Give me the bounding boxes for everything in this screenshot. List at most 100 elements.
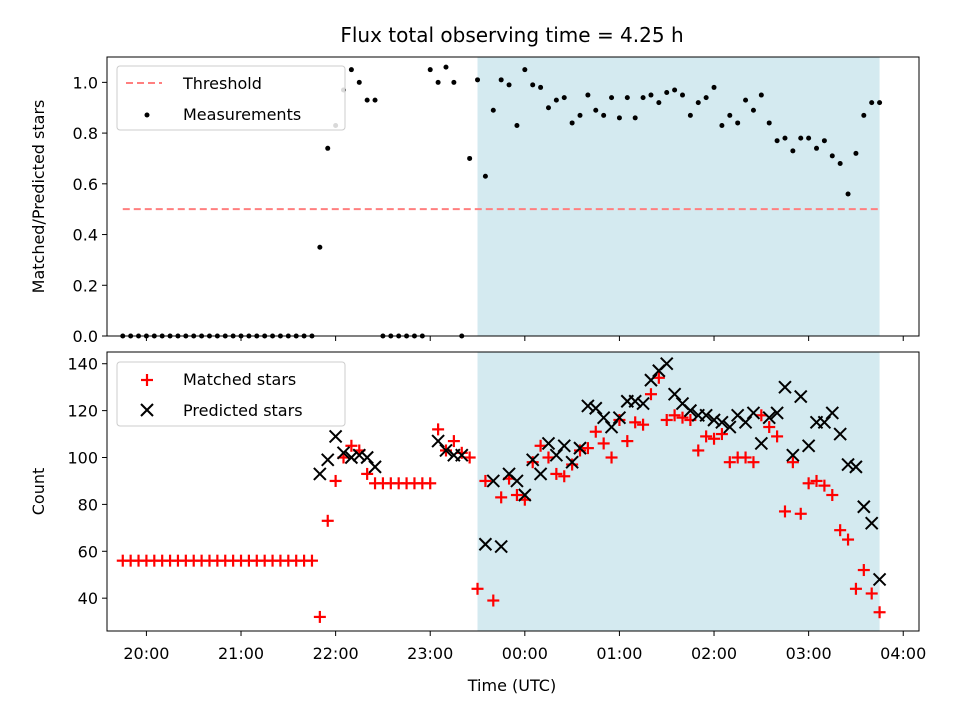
predicted-point [770, 406, 784, 420]
predicted-point [360, 450, 374, 465]
predicted-point [849, 460, 863, 474]
matched-point [692, 444, 705, 457]
predicted-point [589, 401, 603, 415]
predicted-point [707, 413, 721, 427]
measurement-point [482, 173, 488, 179]
predicted-point [628, 394, 642, 408]
measurement-point [530, 82, 536, 88]
legend-measurements-swatch [144, 112, 150, 118]
predicted-point [612, 410, 627, 425]
measurement-point [467, 155, 473, 161]
measurement-point [498, 77, 504, 83]
measurement-point [577, 112, 583, 118]
matched-point [605, 451, 618, 464]
predicted-point [455, 448, 469, 462]
predicted-point [786, 448, 800, 462]
y-tick-label: 40 [78, 589, 98, 608]
measurement-point [632, 115, 638, 121]
measurement-point [545, 105, 551, 111]
measurement-point [348, 67, 354, 73]
predicted-point [439, 443, 453, 458]
matched-point [660, 413, 673, 426]
predicted-point [715, 415, 729, 430]
x-tick-label: 00:00 [502, 644, 548, 663]
measurement-point [814, 145, 820, 151]
matched-point [834, 524, 847, 537]
bottom-panel-legend-box [116, 361, 346, 427]
predicted-point [841, 457, 855, 472]
matched-point [802, 477, 815, 490]
measurement-point [861, 112, 867, 118]
matched-point [542, 451, 555, 464]
matched-point [510, 489, 523, 502]
predicted-point [778, 380, 792, 394]
matched-point [747, 456, 760, 469]
measurement-point [758, 92, 764, 98]
measurement-point [727, 112, 733, 118]
predicted-point [604, 420, 619, 434]
measurement-point [735, 120, 741, 126]
measurement-point [750, 107, 756, 113]
matched-point [739, 451, 752, 464]
top-panel-legend-box [116, 65, 346, 131]
y-tick-label: 140 [67, 355, 98, 374]
measurement-point [798, 135, 804, 141]
y-tick-label: 1.0 [73, 73, 98, 92]
measurement-point [364, 97, 370, 103]
predicted-point [565, 455, 579, 469]
matched-point [550, 467, 563, 480]
matched-point [526, 456, 539, 469]
matched-point [329, 474, 342, 487]
predicted-point [699, 408, 713, 423]
matched-point [455, 446, 468, 459]
top-panel-frame [106, 56, 920, 337]
matched-point [534, 439, 547, 452]
matched-point [305, 554, 318, 567]
measurement-point [664, 90, 670, 96]
predicted-point [549, 448, 564, 462]
matched-point [652, 371, 665, 384]
predicted-point [801, 439, 816, 453]
measurement-point [679, 92, 685, 98]
legend-measurements-label: Measurements [183, 105, 301, 124]
legend-threshold-label: Threshold [182, 74, 262, 93]
series-x [313, 357, 887, 587]
predicted-point [683, 403, 698, 418]
legend-matched-label: Matched stars [183, 370, 296, 389]
bottom-panel-legend: Matched stars Predicted stars [116, 361, 346, 427]
matched-point [826, 489, 839, 502]
measurement-point [435, 79, 441, 85]
matched-point [447, 435, 460, 448]
predicted-point [573, 441, 587, 455]
predicted-point [526, 453, 540, 467]
matched-point [597, 437, 610, 450]
matched-point [810, 474, 823, 487]
measurement-point [609, 95, 615, 101]
top-panel-legend: Threshold Measurements [116, 65, 346, 131]
predicted-point [344, 450, 359, 465]
measurement-point [806, 135, 812, 141]
measurement-point [845, 191, 851, 197]
measurement-point [490, 107, 496, 113]
series-dot [120, 64, 883, 339]
predicted-point [825, 406, 839, 420]
matched-point [849, 582, 862, 595]
y-tick-label: 60 [78, 542, 98, 561]
matched-point [842, 533, 855, 546]
x-tick-label: 04:00 [880, 644, 926, 663]
measurement-point [656, 100, 662, 106]
matched-point [723, 456, 736, 469]
matched-point [794, 507, 807, 520]
measurement-point [790, 148, 796, 154]
predicted-point [762, 410, 776, 425]
top-panel-shaded-region [477, 57, 880, 336]
measurement-point [829, 153, 835, 159]
matched-point [668, 409, 681, 422]
y-tick-label: 120 [67, 402, 98, 421]
matched-point [432, 423, 445, 436]
counts-layer [116, 357, 887, 623]
matched-point [771, 430, 784, 443]
bottom-panel-y-axis-label: Count [29, 468, 48, 516]
measurement-point [837, 161, 843, 167]
